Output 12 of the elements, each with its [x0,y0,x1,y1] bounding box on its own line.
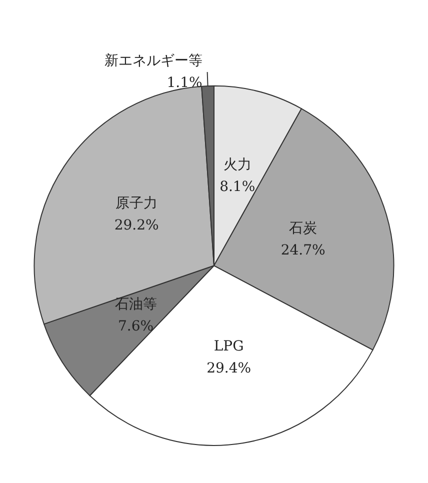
data-label: 1.1% [166,75,202,92]
slice-label: 新エネルギー等 [104,53,202,70]
slice-label: 原子力 [116,195,158,212]
data-label: 7.6% [118,318,154,335]
slice-label: 石油等 [114,296,157,313]
data-label: 29.4% [206,360,252,376]
data-label: 24.7% [280,242,326,258]
data-label: 8.1% [220,178,256,195]
slice-label: 石炭 [289,220,318,236]
slice-label: 火力 [223,156,252,173]
data-label: 29.2% [114,217,159,234]
slice-label: LPG [214,338,244,354]
